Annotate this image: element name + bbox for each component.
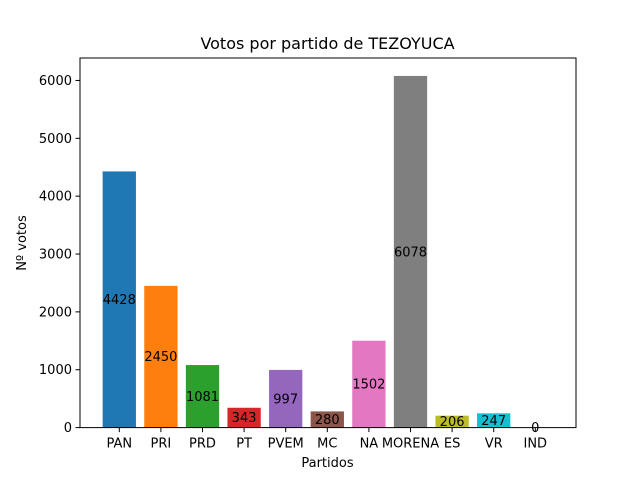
bar-es: [435, 415, 469, 428]
bar-pri: [144, 285, 178, 428]
y-tick-label-1000: 1000: [39, 363, 72, 378]
bar-pt: [227, 407, 261, 428]
data-label-pan: 4428: [103, 293, 136, 308]
x-tick-label-prd: PRD: [189, 437, 216, 452]
bars-group: [102, 75, 511, 428]
x-axis-label: Partidos: [301, 456, 353, 471]
x-tick-label-ind: IND: [524, 437, 548, 452]
x-tick-label-pvem: PVEM: [268, 437, 304, 452]
x-tick-label-es: ES: [444, 437, 460, 452]
bar-prd: [185, 365, 220, 428]
y-tick-label-4000: 4000: [39, 190, 72, 205]
y-tick-label-6000: 6000: [39, 74, 72, 89]
x-tick-label-pri: PRI: [151, 437, 172, 452]
y-axis-label: Nº votos: [15, 215, 30, 271]
x-axis: PAN PRI PRD PT PVEM MC NA MORENA ES VR IND: [106, 427, 548, 452]
bar-mc: [310, 411, 344, 428]
data-label-na: 1502: [352, 378, 385, 393]
x-tick-label-pt: PT: [236, 437, 252, 452]
plot-frame: [79, 57, 577, 429]
data-label-vr: 247: [481, 414, 506, 429]
data-label-prd: 1081: [186, 390, 219, 405]
x-tick-label-vr: VR: [485, 437, 503, 452]
x-tick-label-pan: PAN: [106, 437, 132, 452]
data-label-pt: 343: [232, 411, 257, 426]
x-tick-label-na: NA: [360, 437, 379, 452]
chart-title: Votos por partido de TEZOYUCA: [200, 34, 454, 53]
bar-morena: [393, 75, 428, 428]
data-label-pvem: 997: [273, 392, 298, 407]
data-label-morena: 6078: [394, 245, 427, 260]
y-tick-label-2000: 2000: [39, 305, 72, 320]
x-tick-label-morena: MORENA: [382, 437, 439, 452]
data-label-es: 206: [440, 415, 465, 430]
x-tick-label-mc: MC: [317, 437, 337, 452]
data-label-pri: 2450: [144, 350, 177, 365]
bar-pan: [102, 171, 136, 428]
y-tick-label-0: 0: [64, 421, 72, 436]
bar-pvem: [269, 369, 303, 428]
bar-vr: [477, 413, 511, 428]
y-tick-label-3000: 3000: [39, 248, 72, 263]
y-tick-label-5000: 5000: [39, 132, 72, 147]
bar-na: [352, 340, 386, 428]
data-label-mc: 280: [315, 413, 340, 428]
y-axis: 0 1000 2000 3000 4000 5000 6000: [39, 74, 80, 436]
